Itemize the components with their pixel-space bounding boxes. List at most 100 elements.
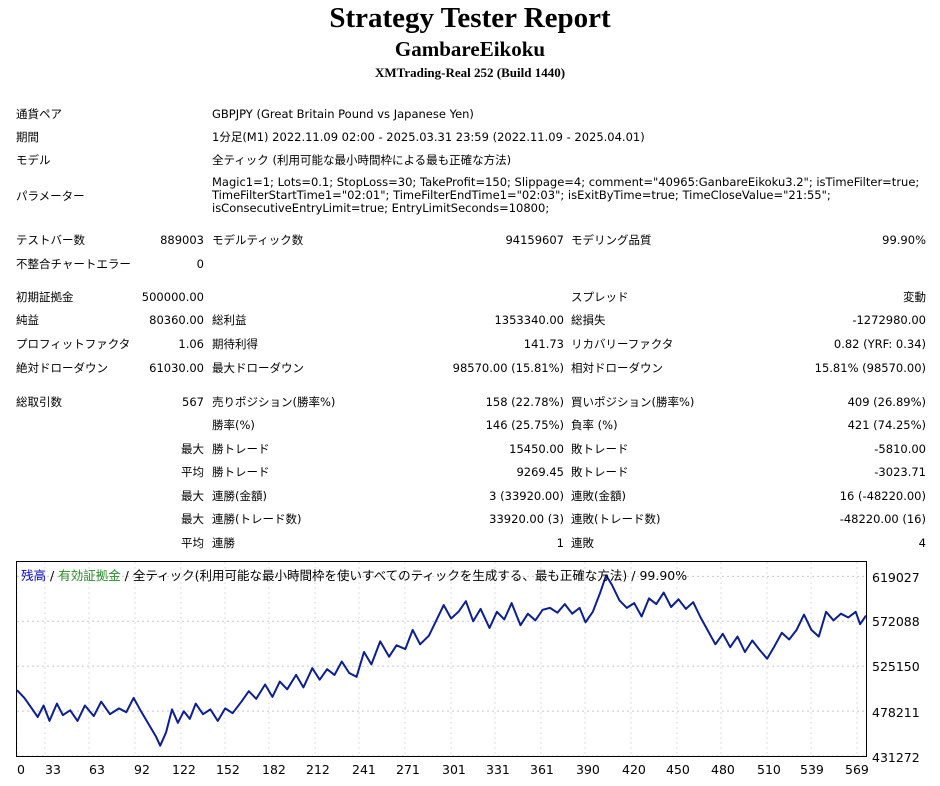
deposit-label: 初期証拠金 [16, 290, 74, 304]
x-tick-label: 301 [442, 762, 466, 777]
x-tick-label: 92 [134, 762, 150, 777]
quality-label: モデリング品質 [571, 233, 652, 247]
legend-equity: 有効証拠金 [58, 568, 121, 583]
y-tick-label: 525150 [872, 659, 920, 674]
win-trade-label: 勝トレード [212, 465, 270, 479]
x-tick-label: 152 [216, 762, 240, 777]
avg-label: 平均 [181, 465, 204, 479]
abs-drawdown-label: 絶対ドローダウン [16, 361, 108, 375]
balance-chart [16, 561, 867, 757]
x-tick-label: 539 [800, 762, 824, 777]
server-build: XMTrading-Real 252 (Build 1440) [374, 65, 566, 80]
model-value: 全ティック (利用可能な最小時間枠による最も正確な方法) [212, 153, 512, 167]
pair-value: GBPJPY (Great Britain Pound vs Japanese … [212, 107, 474, 121]
pair-label: 通貨ペア [16, 107, 62, 121]
max-label: 最大 [181, 489, 204, 503]
win-rate-value: 146 (25.75%) [485, 418, 564, 432]
deposit-value: 500000.00 [141, 290, 204, 304]
bars-value: 889003 [160, 233, 204, 247]
x-tick-label: 569 [845, 762, 869, 777]
params-value: Magic1=1; Lots=0.1; StopLoss=30; TakePro… [212, 175, 920, 215]
max-label: 最大 [181, 442, 204, 456]
mismatch-value: 0 [196, 257, 204, 271]
ea-name: GambareEikoku [394, 37, 546, 61]
max-label: 最大 [181, 512, 204, 526]
rel-drawdown-label: 相対ドローダウン [571, 361, 663, 375]
profit-factor-value: 1.06 [178, 337, 204, 351]
cons-win-count-label: 連勝(トレード数) [212, 512, 302, 526]
chart-legend: 残高 / 有効証拠金 / 全ティック(利用可能な最小時間枠を使いすべてのティック… [21, 565, 687, 584]
rel-drawdown-value: 15.81% (98570.00) [814, 361, 926, 375]
abs-drawdown-value: 61030.00 [149, 361, 204, 375]
legend-separator: / [46, 568, 59, 583]
x-tick-label: 450 [666, 762, 690, 777]
ticks-label: モデルティック数 [212, 233, 304, 247]
x-tick-label: 122 [172, 762, 196, 777]
gross-profit-label: 総利益 [212, 313, 247, 327]
x-tick-label: 510 [757, 762, 781, 777]
win-rate-label: 勝率(%) [212, 418, 255, 432]
legend-balance: 残高 [21, 568, 47, 583]
x-tick-label: 212 [306, 762, 330, 777]
max-win-value: 15450.00 [509, 442, 564, 456]
avg-label: 平均 [181, 536, 204, 550]
cons-loss-count-value: -48220.00 (16) [839, 512, 926, 526]
cons-win-amount-label: 連勝(金額) [212, 489, 267, 503]
params-label: パラメーター [16, 189, 85, 203]
avg-cons-loss-label: 連敗 [571, 536, 594, 550]
cons-win-count-value: 33920.00 (3) [489, 512, 564, 526]
net-label: 純益 [16, 313, 39, 327]
bars-label: テストバー数 [16, 233, 85, 247]
y-tick-label: 478211 [872, 705, 920, 720]
report-title: Strategy Tester Report [329, 2, 611, 34]
quality-value: 99.90% [882, 233, 926, 247]
avg-loss-value: -3023.71 [874, 465, 926, 479]
x-tick-label: 33 [45, 762, 61, 777]
expected-payoff-label: 期待利得 [212, 337, 258, 351]
profit-factor-label: プロフィットファクタ [16, 337, 131, 351]
cons-loss-count-label: 連敗(トレード数) [571, 512, 661, 526]
long-positions-label: 買いポジション(勝率%) [571, 395, 695, 409]
legend-separator: / [627, 568, 640, 583]
loss-rate-label: 負率 (%) [571, 418, 618, 432]
net-value: 80360.00 [149, 313, 204, 327]
period-label: 期間 [16, 130, 39, 144]
legend-model: 全ティック(利用可能な最小時間枠を使いすべてのティックを生成する、最も正確な方法… [132, 568, 628, 583]
cons-loss-amount-label: 連敗(金額) [571, 489, 626, 503]
y-tick-label: 619027 [872, 570, 920, 585]
balance-series-line [17, 574, 866, 747]
cons-win-amount-value: 3 (33920.00) [489, 489, 564, 503]
short-positions-label: 売りポジション(勝率%) [212, 395, 336, 409]
gross-loss-label: 総損失 [571, 313, 606, 327]
avg-win-value: 9269.45 [516, 465, 564, 479]
balance-chart-plot [17, 562, 866, 756]
win-trade-label: 勝トレード [212, 442, 270, 456]
avg-cons-win-label: 連勝 [212, 536, 235, 550]
legend-quality: 99.90% [639, 568, 688, 583]
spread-label: スプレッド [571, 290, 629, 304]
total-trades-value: 567 [182, 395, 204, 409]
recovery-label: リカバリーファクタ [571, 337, 674, 351]
x-tick-label: 420 [622, 762, 646, 777]
mismatch-label: 不整合チャートエラー [16, 257, 131, 271]
max-drawdown-value: 98570.00 (15.81%) [452, 361, 564, 375]
x-tick-label: 241 [352, 762, 376, 777]
x-tick-label: 331 [486, 762, 510, 777]
spread-value: 変動 [903, 290, 926, 304]
x-tick-label: 0 [17, 762, 25, 777]
x-tick-label: 390 [576, 762, 600, 777]
x-tick-label: 63 [89, 762, 105, 777]
period-value: 1分足(M1) 2022.11.09 02:00 - 2025.03.31 23… [212, 130, 645, 144]
short-positions-value: 158 (22.78%) [485, 395, 564, 409]
avg-cons-win-value: 1 [556, 536, 564, 550]
loss-trade-label: 敗トレード [571, 442, 629, 456]
x-tick-label: 182 [262, 762, 286, 777]
max-drawdown-label: 最大ドローダウン [212, 361, 304, 375]
model-label: モデル [16, 153, 51, 167]
recovery-value: 0.82 (YRF: 0.34) [833, 337, 926, 351]
x-tick-label: 271 [396, 762, 420, 777]
avg-cons-loss-value: 4 [918, 536, 926, 550]
loss-trade-label: 敗トレード [571, 465, 629, 479]
y-tick-label: 572088 [872, 614, 920, 629]
legend-separator: / [120, 568, 133, 583]
